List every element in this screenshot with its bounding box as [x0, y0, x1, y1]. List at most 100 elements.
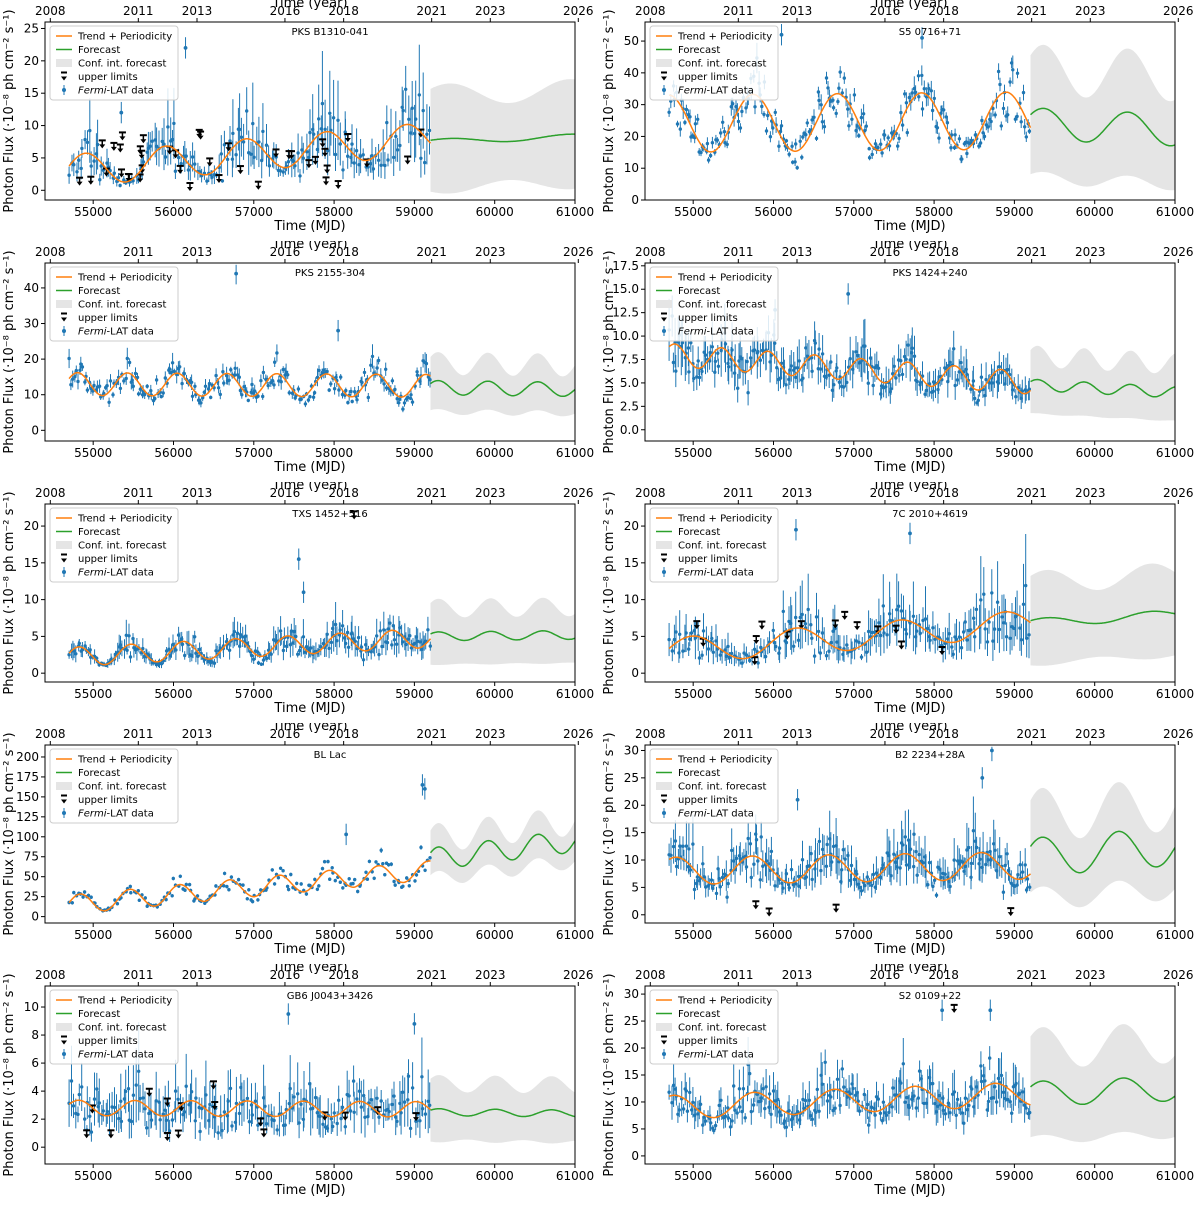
year-tick-label: 2021 — [416, 486, 447, 500]
year-tick-label: 2008 — [35, 727, 66, 741]
data-point — [684, 844, 689, 848]
y-axis-title: Photon Flux (·10⁻⁸ ph cm⁻² s⁻¹) — [2, 9, 17, 212]
data-point — [229, 875, 234, 879]
data-point — [380, 644, 384, 649]
upper-limit-marker — [831, 619, 839, 629]
legend-label-ul: upper limits — [678, 554, 738, 565]
data-point — [861, 112, 866, 116]
data-point — [724, 654, 728, 658]
data-point — [935, 126, 940, 130]
data-point — [281, 170, 285, 174]
upper-limits-series — [752, 900, 1015, 917]
data-point — [749, 1109, 753, 1114]
data-point — [767, 1105, 771, 1109]
data-point — [379, 848, 383, 852]
data-point — [97, 1101, 102, 1105]
data-point — [912, 864, 916, 869]
y-tick-label: 0.0 — [620, 423, 639, 437]
upper-limit-marker — [118, 131, 126, 141]
upper-limit-marker — [118, 168, 126, 178]
data-point — [847, 124, 851, 128]
data-point — [224, 373, 229, 378]
data-point — [261, 394, 265, 399]
legend-label-conf: Conf. int. forecast — [678, 782, 767, 793]
data-point — [714, 891, 719, 896]
data-point — [879, 633, 883, 638]
data-point — [950, 645, 954, 649]
data-point — [420, 783, 425, 787]
data-point — [878, 875, 883, 880]
data-point — [333, 878, 337, 883]
upper-limit-marker — [145, 1087, 153, 1097]
data-point — [720, 875, 725, 880]
data-point — [946, 637, 950, 641]
data-point — [164, 1118, 169, 1122]
data-point — [746, 391, 750, 395]
data-point — [878, 1111, 883, 1115]
data-point — [372, 876, 376, 880]
year-tick-label: 2023 — [1075, 4, 1106, 18]
upper-limit-marker — [139, 134, 147, 144]
data-point — [315, 887, 320, 891]
data-point — [848, 357, 852, 361]
data-point — [194, 1096, 198, 1100]
data-point — [869, 1105, 874, 1109]
data-point — [949, 146, 953, 150]
data-point — [764, 1085, 768, 1089]
year-tick-label: 2023 — [475, 727, 506, 741]
data-point — [753, 105, 757, 109]
legend-label-fermi: Fermi-LAT data — [678, 327, 754, 338]
data-point — [160, 139, 164, 144]
data-point — [812, 654, 817, 658]
data-point — [221, 370, 225, 374]
data-point — [696, 359, 700, 363]
data-point — [363, 1115, 367, 1119]
data-point — [398, 626, 402, 630]
data-point — [738, 857, 742, 861]
year-tick-label: 2021 — [416, 245, 447, 259]
data-point — [1005, 852, 1009, 856]
data-point — [349, 389, 353, 394]
data-point — [873, 142, 878, 146]
legend-label-forecast: Forecast — [678, 286, 720, 297]
data-point — [756, 349, 760, 354]
data-point — [882, 631, 886, 635]
data-point — [912, 832, 916, 836]
x-axis-title: Time (MJD) — [273, 942, 345, 957]
data-point — [969, 138, 974, 143]
trend-line — [68, 629, 432, 666]
lightcurve-panel: 55000 56000 57000 58000 59000 60000 61000 2008 2… — [600, 0, 1200, 241]
source-name: TXS 1452+516 — [291, 509, 367, 520]
data-point — [731, 102, 735, 106]
data-point — [388, 621, 392, 625]
data-point — [159, 662, 164, 666]
year-tick-label: 2018 — [328, 245, 359, 259]
data-point — [671, 360, 676, 365]
data-point — [978, 857, 982, 861]
data-point — [269, 652, 273, 656]
data-point — [700, 653, 704, 657]
data-point — [173, 1089, 178, 1093]
data-point — [333, 622, 338, 627]
data-point — [717, 1103, 721, 1108]
data-point — [695, 375, 699, 379]
lightcurve-panel: 55000 56000 57000 58000 59000 60000 61000 2008 2… — [0, 0, 600, 241]
data-point — [788, 368, 792, 372]
data-point — [170, 1118, 175, 1122]
data-point — [899, 359, 903, 363]
x-tick-label: 55000 — [674, 205, 712, 219]
data-point — [101, 1109, 106, 1113]
data-point — [401, 108, 405, 113]
legend-label-conf: Conf. int. forecast — [78, 59, 167, 70]
data-point — [967, 1103, 971, 1108]
upper-limit-marker — [341, 1111, 349, 1121]
data-point — [942, 108, 946, 112]
data-point — [243, 634, 248, 638]
data-point — [671, 1083, 676, 1087]
data-point — [691, 1100, 695, 1104]
x-tick-label: 58000 — [315, 687, 353, 701]
x-axis-title: Time (MJD) — [873, 701, 945, 716]
data-point — [292, 629, 296, 634]
data-point — [873, 1113, 877, 1117]
data-point — [265, 1122, 269, 1126]
